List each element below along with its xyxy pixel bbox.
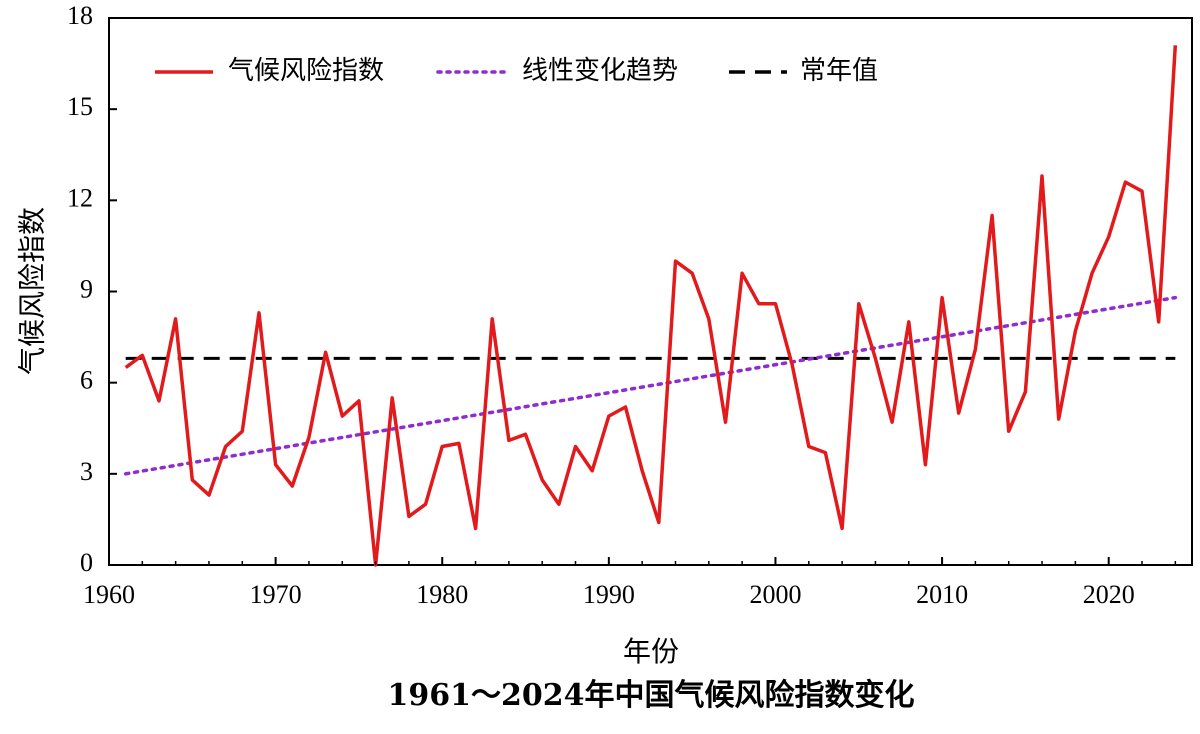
legend: 气候风险指数 线性变化趋势 常年值 — [155, 56, 878, 86]
x-tick-label: 1970 — [250, 580, 302, 609]
x-tick-label: 2000 — [749, 580, 801, 609]
series-line-2 — [123, 295, 1178, 476]
x-axis-title: 年份 — [623, 635, 679, 668]
y-tick-label: 0 — [80, 548, 93, 577]
x-tick-label: 1990 — [583, 580, 635, 609]
legend-label: 气候风险指数 — [228, 56, 384, 86]
plot-frame — [108, 17, 1193, 566]
y-tick-label: 12 — [67, 183, 93, 212]
y-tick-label: 15 — [67, 92, 93, 121]
chart-caption: 1961～2024年中国气候风险指数变化 — [388, 678, 915, 713]
y-axis-title: 气候风险指数 — [16, 207, 49, 375]
y-tick-label: 9 — [80, 274, 93, 303]
x-tick-label: 1960 — [83, 580, 135, 609]
legend-label: 常年值 — [800, 56, 878, 86]
series-line-1 — [124, 45, 1178, 567]
x-tick-label: 1980 — [416, 580, 468, 609]
y-tick-label: 6 — [80, 366, 93, 395]
y-tick-label: 18 — [67, 1, 93, 30]
series-layer — [123, 45, 1178, 567]
legend-label: 线性变化趋势 — [522, 56, 678, 86]
tick-layer: 1960 1970 1980 1990 2000 2010 2020 0 3 6 9 12 15 18 — [67, 1, 1177, 609]
x-tick-label: 2010 — [916, 580, 968, 609]
x-tick-label: 2020 — [1083, 580, 1135, 609]
y-tick-label: 3 — [80, 457, 93, 486]
